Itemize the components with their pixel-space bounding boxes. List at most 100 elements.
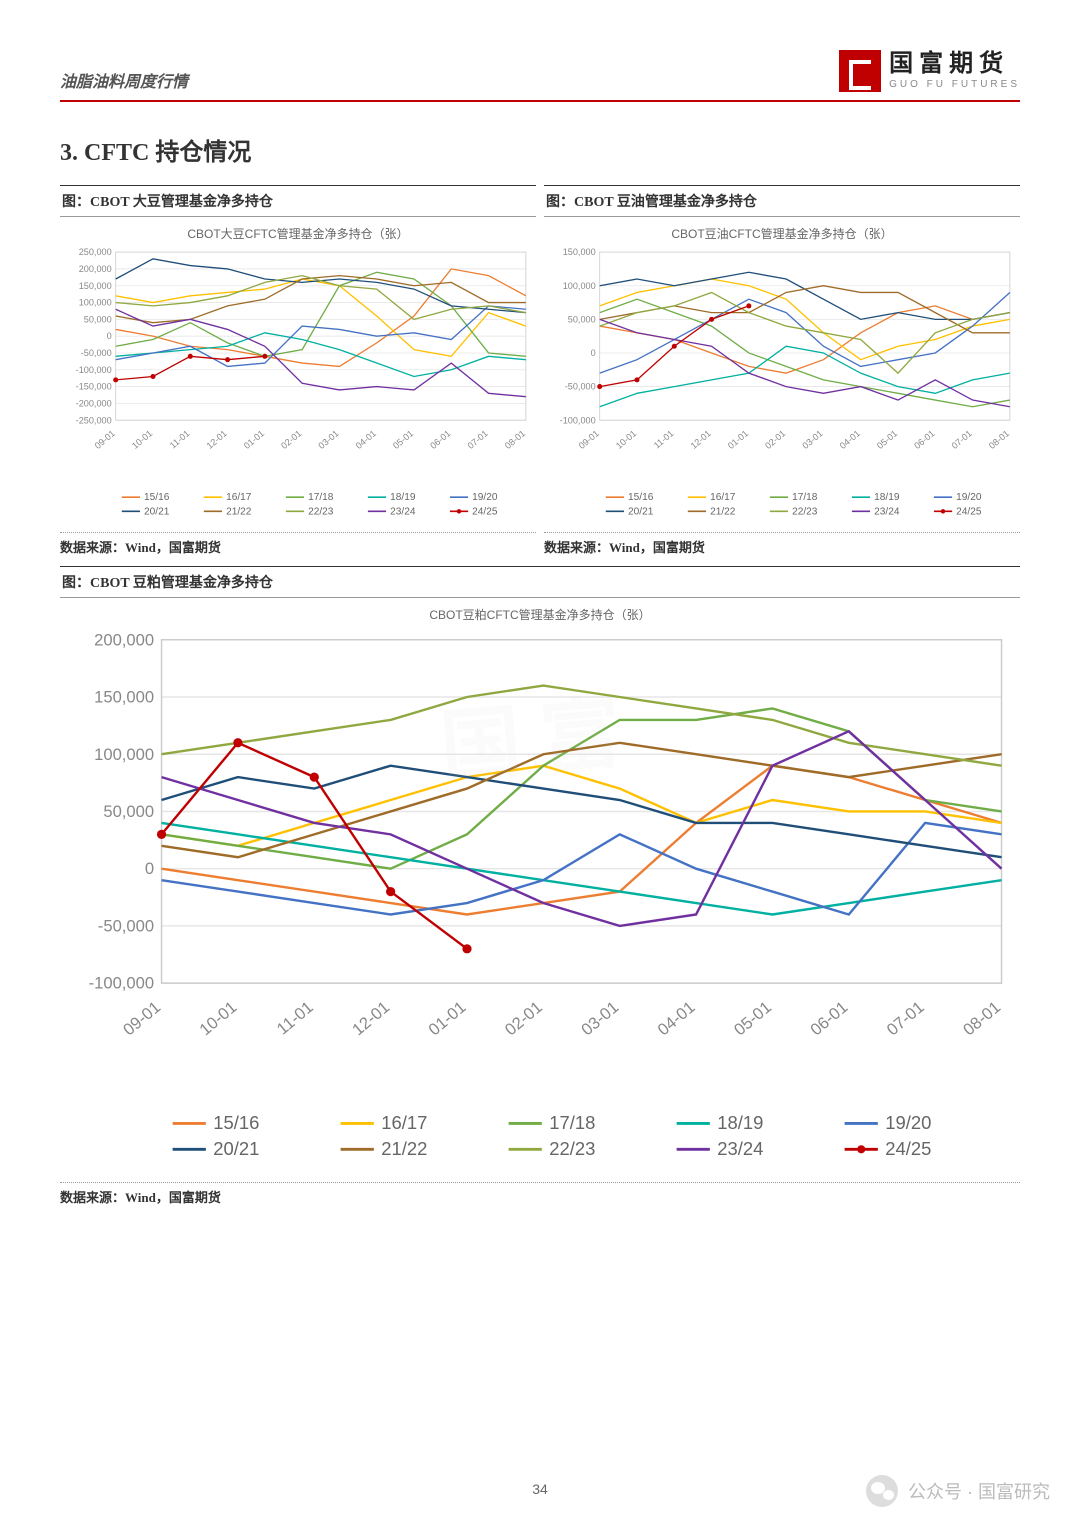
header-subtitle: 油脂油料周度行情 xyxy=(60,68,188,92)
logo-text-en: GUO FU FUTURES xyxy=(889,80,1020,90)
svg-text:17/18: 17/18 xyxy=(549,1112,595,1133)
svg-text:0: 0 xyxy=(145,859,154,878)
svg-text:04-01: 04-01 xyxy=(354,428,378,451)
svg-text:23/24: 23/24 xyxy=(874,506,900,517)
svg-text:04-01: 04-01 xyxy=(654,997,699,1039)
svg-text:-150,000: -150,000 xyxy=(76,382,112,392)
svg-text:08-01: 08-01 xyxy=(503,428,527,451)
svg-text:16/17: 16/17 xyxy=(381,1112,427,1133)
svg-text:-250,000: -250,000 xyxy=(76,415,112,425)
chart2-caption: 图：CBOT 豆油管理基金净多持仓 xyxy=(544,185,1020,217)
svg-text:23/24: 23/24 xyxy=(717,1137,763,1158)
svg-text:03-01: 03-01 xyxy=(316,428,340,451)
svg-text:100,000: 100,000 xyxy=(94,744,154,763)
svg-text:15/16: 15/16 xyxy=(628,492,654,503)
svg-text:06-01: 06-01 xyxy=(807,997,852,1039)
svg-text:150,000: 150,000 xyxy=(79,281,112,291)
svg-text:100,000: 100,000 xyxy=(563,281,596,291)
svg-text:21/22: 21/22 xyxy=(226,506,252,517)
svg-text:01-01: 01-01 xyxy=(242,428,266,451)
svg-text:22/23: 22/23 xyxy=(549,1137,595,1158)
svg-text:09-01: 09-01 xyxy=(93,428,117,451)
svg-text:10-01: 10-01 xyxy=(130,428,154,451)
svg-text:05-01: 05-01 xyxy=(875,428,899,451)
chart-soybean: 图：CBOT 大豆管理基金净多持仓 CBOT大豆CFTC管理基金净多持仓（张） … xyxy=(60,185,536,556)
svg-text:100,000: 100,000 xyxy=(79,298,112,308)
svg-text:11-01: 11-01 xyxy=(168,428,192,450)
svg-text:-100,000: -100,000 xyxy=(560,415,596,425)
svg-text:17/18: 17/18 xyxy=(308,492,334,503)
svg-text:-50,000: -50,000 xyxy=(81,348,112,358)
svg-text:10-01: 10-01 xyxy=(614,428,638,451)
svg-text:18/19: 18/19 xyxy=(874,492,900,503)
logo-text-cn: 国富期货 xyxy=(889,52,1020,76)
svg-text:24/25: 24/25 xyxy=(472,506,498,517)
footer-brand-text: 公众号 · 国富研究 xyxy=(908,1478,1050,1504)
svg-text:19/20: 19/20 xyxy=(956,492,982,503)
svg-text:12-01: 12-01 xyxy=(205,428,229,451)
chart1-svg: -250,000 -200,000 -150,000 -100,000 -50,000 0… xyxy=(60,244,536,528)
svg-text:21/22: 21/22 xyxy=(381,1137,427,1158)
svg-text:09-01: 09-01 xyxy=(119,997,164,1039)
svg-text:08-01: 08-01 xyxy=(959,997,1004,1039)
footer-brand: 公众号 · 国富研究 xyxy=(866,1475,1050,1507)
svg-text:150,000: 150,000 xyxy=(563,247,596,257)
chart3-source: 数据来源：Wind，国富期货 xyxy=(60,1182,1020,1206)
wechat-icon xyxy=(866,1475,898,1507)
chart2-subtitle: CBOT豆油CFTC管理基金净多持仓（张） xyxy=(544,225,1020,242)
chart-soymeal: 图：CBOT 豆粕管理基金净多持仓 CBOT豆粕CFTC管理基金净多持仓（张） … xyxy=(60,566,1020,1207)
page-header: 油脂油料周度行情 国富期货 GUO FU FUTURES xyxy=(60,50,1020,102)
svg-text:03-01: 03-01 xyxy=(578,997,623,1039)
svg-text:23/24: 23/24 xyxy=(390,506,416,517)
chart1-subtitle: CBOT大豆CFTC管理基金净多持仓（张） xyxy=(60,225,536,242)
svg-text:06-01: 06-01 xyxy=(912,428,936,451)
svg-text:16/17: 16/17 xyxy=(710,492,736,503)
section-title: 3. CFTC 持仓情况 xyxy=(60,132,1020,167)
svg-text:-100,000: -100,000 xyxy=(89,973,155,992)
svg-text:22/23: 22/23 xyxy=(308,506,334,517)
svg-text:24/25: 24/25 xyxy=(956,506,982,517)
svg-text:17/18: 17/18 xyxy=(792,492,818,503)
svg-text:50,000: 50,000 xyxy=(103,802,154,821)
svg-text:12-01: 12-01 xyxy=(689,428,713,451)
svg-text:01-01: 01-01 xyxy=(425,997,470,1039)
logo-icon xyxy=(839,50,881,92)
chart-soyoil: 图：CBOT 豆油管理基金净多持仓 CBOT豆油CFTC管理基金净多持仓（张） … xyxy=(544,185,1020,556)
svg-text:02-01: 02-01 xyxy=(279,428,303,451)
svg-text:19/20: 19/20 xyxy=(472,492,498,503)
svg-text:200,000: 200,000 xyxy=(79,264,112,274)
svg-text:21/22: 21/22 xyxy=(710,506,736,517)
svg-text:20/21: 20/21 xyxy=(628,506,654,517)
svg-text:11-01: 11-01 xyxy=(652,428,676,450)
logo: 国富期货 GUO FU FUTURES xyxy=(839,50,1020,92)
svg-text:02-01: 02-01 xyxy=(501,997,546,1039)
svg-text:50,000: 50,000 xyxy=(568,314,596,324)
svg-text:05-01: 05-01 xyxy=(730,997,775,1039)
svg-text:0: 0 xyxy=(107,331,112,341)
svg-text:12-01: 12-01 xyxy=(348,997,393,1039)
svg-text:-50,000: -50,000 xyxy=(565,382,596,392)
svg-text:05-01: 05-01 xyxy=(391,428,415,451)
svg-text:20/21: 20/21 xyxy=(144,506,170,517)
svg-text:-50,000: -50,000 xyxy=(98,916,154,935)
svg-text:150,000: 150,000 xyxy=(94,687,154,706)
svg-text:24/25: 24/25 xyxy=(885,1137,931,1158)
chart3-caption: 图：CBOT 豆粕管理基金净多持仓 xyxy=(60,566,1020,598)
svg-text:-200,000: -200,000 xyxy=(76,398,112,408)
svg-text:01-01: 01-01 xyxy=(726,428,750,451)
svg-text:18/19: 18/19 xyxy=(717,1112,763,1133)
svg-text:06-01: 06-01 xyxy=(428,428,452,451)
svg-text:200,000: 200,000 xyxy=(94,630,154,649)
svg-text:07-01: 07-01 xyxy=(950,428,974,451)
svg-text:04-01: 04-01 xyxy=(838,428,862,451)
svg-text:18/19: 18/19 xyxy=(390,492,416,503)
chart2-svg: -100,000-50,000050,000100,000150,00009-0… xyxy=(544,244,1020,528)
svg-text:-100,000: -100,000 xyxy=(76,365,112,375)
svg-text:16/17: 16/17 xyxy=(226,492,252,503)
svg-text:02-01: 02-01 xyxy=(763,428,787,451)
svg-text:10-01: 10-01 xyxy=(196,997,241,1039)
chart1-source: 数据来源：Wind，国富期货 xyxy=(60,532,536,556)
svg-text:19/20: 19/20 xyxy=(885,1112,931,1133)
chart3-subtitle: CBOT豆粕CFTC管理基金净多持仓（张） xyxy=(60,606,1020,623)
svg-text:0: 0 xyxy=(591,348,596,358)
